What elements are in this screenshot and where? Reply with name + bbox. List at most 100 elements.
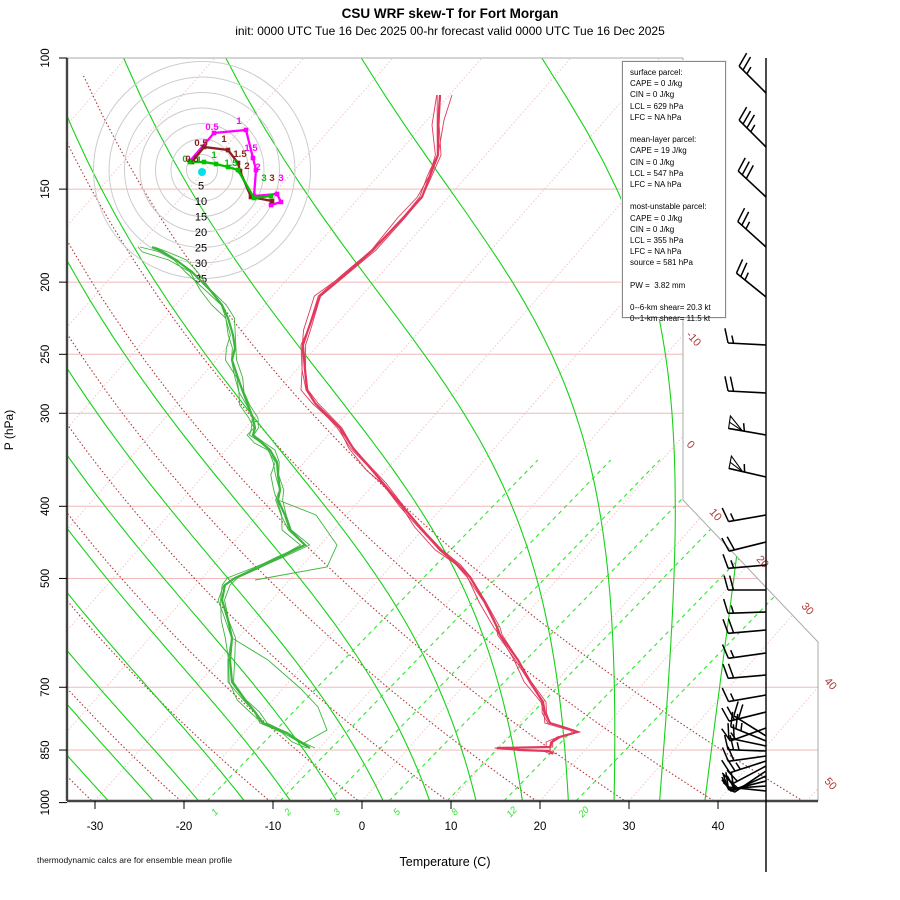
parcel-info-line: LFC = NA hPa: [630, 247, 682, 257]
hodograph-ring: [139, 107, 265, 233]
plot-area: [67, 58, 818, 801]
parcel-info-line: 0--1-km shear= 11.5 kt: [630, 314, 711, 324]
page-subtitle: init: 0000 UTC Tue 16 Dec 2025 00-hr for…: [235, 24, 665, 38]
hodograph-marker: [278, 199, 284, 205]
hodograph-height-label: 0.5: [205, 122, 219, 133]
hodograph-height-label: 1.5: [233, 149, 247, 160]
y-axis-title: P (hPa): [2, 410, 16, 450]
mixing-ratio-labels: 1 2 3 5 8 12 20: [209, 804, 592, 820]
parcel-info-line: surface parcel:: [630, 68, 683, 77]
temperature-tick-label: -20: [176, 821, 193, 833]
pressure-tick-label: 250: [40, 345, 52, 364]
mixing-ratio-label: 5: [391, 806, 403, 818]
pressure-tick-label: 850: [40, 740, 52, 759]
hodograph-marker: [250, 155, 256, 161]
pressure-tick-label: 1000: [40, 790, 52, 816]
temperature-tick-label: 40: [712, 821, 725, 833]
parcel-info-line: [630, 123, 725, 134]
hodograph-marker: [225, 164, 231, 170]
mixing-ratio-label: 20: [576, 804, 592, 820]
hodograph-marker: [251, 195, 257, 201]
parcel-info-line: [630, 190, 725, 201]
hodograph-height-label: 1.5: [244, 143, 258, 154]
moist-adiabat-lines: [67, 58, 762, 801]
hodograph-height-label: 2: [255, 162, 260, 173]
hodograph-ring: [124, 92, 280, 248]
page-title: CSU WRF skew-T for Fort Morgan: [341, 6, 559, 21]
temperature-tick-label: 0: [359, 821, 365, 833]
wind-barbs: [721, 52, 767, 872]
footnote: thermodynamic calcs are for ensemble mea…: [37, 855, 233, 865]
parcel-info-line: [630, 291, 725, 302]
dewpoint-member-branch: [254, 499, 338, 581]
hodograph-height-label: 1: [196, 155, 202, 166]
parcel-info-line: LFC = NA hPa: [630, 112, 682, 122]
mixing-ratio-label: 3: [331, 806, 343, 818]
parcel-info-line: 0--6-km shear= 20.3 kt: [630, 303, 711, 313]
pressure-gridlines: [67, 188, 818, 751]
dewpoint-member-branch: [231, 637, 328, 745]
hodograph-ring: [170, 138, 234, 202]
hodograph-ring: [108, 76, 296, 264]
hodograph-marker: [201, 144, 207, 150]
hodograph-ring-label: 20: [195, 227, 207, 239]
hodograph-marker: [269, 198, 275, 204]
hodograph-storm-motion-dot: [198, 168, 206, 176]
isotherm-edge-label: 30: [799, 600, 816, 617]
pressure-tick-label: 300: [40, 404, 52, 423]
parcel-info-line: LFC = NA hPa: [630, 180, 682, 190]
hodograph-height-label: 1.5: [224, 158, 238, 169]
parcel-info-line: CIN = 0 J/kg: [630, 224, 675, 234]
isotherm-edge-label: 20: [754, 553, 771, 570]
dry-adiabat-lines: [67, 73, 818, 801]
hodograph-marker: [274, 191, 280, 197]
mixing-ratio-label: 12: [505, 804, 521, 820]
hodograph-marker: [201, 159, 207, 165]
hodograph-ring: [155, 123, 249, 217]
pressure-tick-label: 700: [40, 678, 52, 697]
hodograph-marker: [211, 130, 217, 136]
temperature-tick-label: 30: [623, 821, 636, 833]
x-axis-title: Temperature (C): [400, 855, 491, 869]
hodograph-marker: [213, 161, 219, 167]
isotherm-edge-label: 0: [684, 439, 697, 452]
temperature-tick-label: -10: [265, 821, 282, 833]
hodograph-marker: [225, 147, 231, 153]
hodograph-height-label: 0.5: [194, 138, 208, 149]
parcel-info-line: CAPE = 0 J/kg: [630, 213, 683, 223]
parcel-info-line: CAPE = 19 J/kg: [630, 146, 687, 156]
hodograph-height-label: 3: [269, 173, 274, 184]
hodograph-ring-label: 30: [195, 258, 207, 270]
parcel-info-box: surface parcel: CAPE = 0 J/kg CIN = 0 J/kg…: [622, 61, 726, 323]
isotherm-lines: [67, 58, 818, 801]
mixing-ratio-label: 1: [209, 807, 221, 818]
parcel-info-line: LCL = 547 hPa: [630, 168, 684, 178]
parcel-info-line: CIN = 0 J/kg: [630, 157, 675, 167]
temperature-profile: [300, 94, 582, 755]
hodograph-ring-label: 10: [195, 196, 207, 208]
parcel-info-line: PW = 3.82 mm: [630, 280, 686, 290]
parcel-info-line: CIN = 0 J/kg: [630, 90, 675, 100]
temperature-member-branch: [437, 94, 453, 156]
hodograph-height-label: 2: [244, 161, 249, 172]
hodograph-ring-label: 25: [195, 243, 207, 255]
hodograph-height-label: 1: [221, 134, 227, 145]
hodograph-height-label: 1: [236, 116, 242, 127]
mixing-ratio-label: 2: [282, 806, 295, 819]
dewpoint-profile: [137, 245, 316, 749]
pressure-tick-label: 400: [40, 497, 52, 516]
isotherm-edge-label: 10: [707, 506, 724, 523]
isotherm-edge-label: 40: [822, 675, 839, 692]
temperature-tick-label: 20: [534, 821, 547, 833]
parcel-info-line: [630, 269, 725, 280]
mixing-ratio-label: 8: [449, 806, 461, 818]
hodograph-marker: [243, 127, 249, 133]
pressure-tick-label: 150: [40, 180, 52, 199]
right-isotherm-labels: -10 0 10 20 30 40 50: [683, 329, 838, 792]
temperature-tick-label: -30: [87, 821, 104, 833]
parcel-info-line: source = 581 hPa: [630, 258, 693, 268]
hodograph-height-label: 3: [261, 173, 266, 184]
